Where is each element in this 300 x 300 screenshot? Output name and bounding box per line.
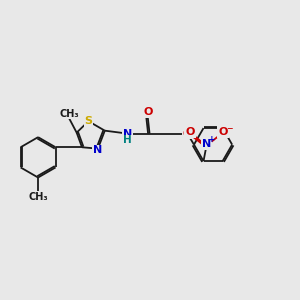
Text: CH₃: CH₃ (59, 109, 79, 118)
Text: +: + (208, 135, 215, 144)
Text: N: N (202, 139, 211, 149)
Text: S: S (85, 116, 92, 126)
Text: O: O (218, 127, 228, 137)
Text: N: N (93, 146, 103, 155)
Text: O: O (185, 127, 195, 137)
Text: ⁻: ⁻ (226, 125, 233, 138)
Text: CH₃: CH₃ (28, 192, 48, 202)
Text: H: H (123, 135, 132, 145)
Text: N: N (123, 129, 132, 139)
Text: O: O (143, 107, 152, 117)
Text: O: O (183, 129, 192, 139)
